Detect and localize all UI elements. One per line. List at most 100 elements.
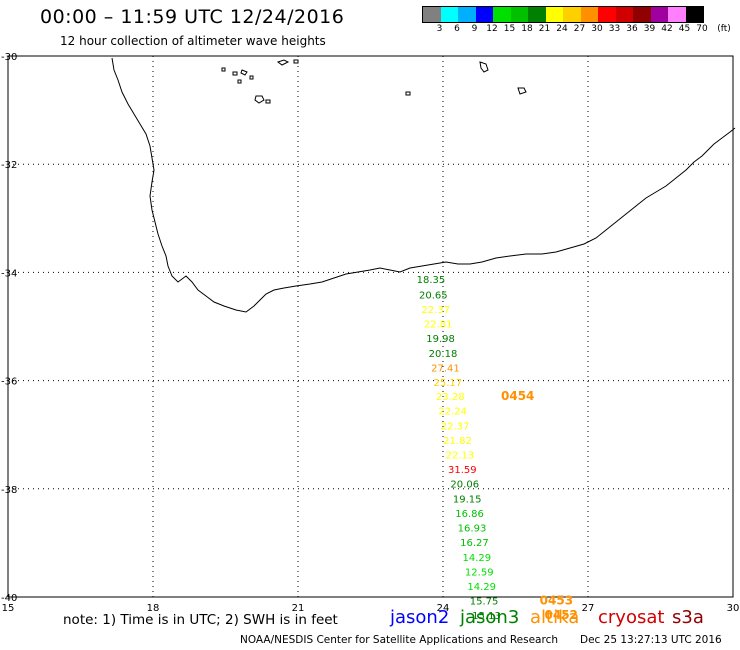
lat-lon-grid [7,55,734,598]
footnote: note: 1) Time is in UTC; 2) SWH is in fe… [63,612,338,628]
island-coastline [237,79,242,84]
satellite-legend-s3a: s3a [672,607,704,628]
legend-swatch [440,7,458,22]
swh-data-label: 22.13 [446,451,475,462]
swh-data-label: 16.27 [460,538,489,549]
swh-data-label: 16.86 [455,509,484,520]
lon-tick-label: 18 [147,603,160,614]
lon-tick-label: 24 [437,603,450,614]
swh-data-label: 12.59 [465,567,494,578]
legend-label: 30 [591,24,603,34]
lat-tick-label: -38 [1,485,17,496]
pass-time-label: 0453 [540,594,573,608]
island-coastline [405,91,411,96]
swh-data-label: 20.65 [419,290,448,301]
satellite-legend-cryosat: cryosat [598,607,665,628]
legend-swatch [563,7,581,22]
lat-tick-label: -36 [1,377,17,388]
island-coastline [265,99,271,104]
swh-data-label: 31.59 [448,465,477,476]
south-africa-coastline [111,57,736,313]
page-title: 00:00 – 11:59 UTC 12/24/2016 [40,6,345,28]
legend-swatch [545,7,563,22]
lon-tick-label: 30 [727,603,740,614]
satellite-legend-altika: altika [530,607,580,628]
legend-label: 6 [454,24,460,34]
lat-tick-label: -34 [1,268,17,279]
legend-swatch [528,7,546,22]
legend-swatch [615,7,633,22]
swh-data-label: 19.15 [453,494,482,505]
swh-data-label: 23.28 [436,392,465,403]
island-coastline [517,87,527,95]
legend-swatch [580,7,598,22]
legend-label: 39 [643,24,656,34]
swh-data-label: 18.35 [417,275,446,286]
pass-time-label: 0454 [501,389,534,403]
satellite-legend-jason3: jason3 [460,607,520,628]
island-coastline [249,75,254,80]
legend-label: 27 [573,24,586,34]
color-legend [422,6,704,23]
swh-data-label: 27.41 [431,363,460,374]
lon-tick-label: 21 [292,603,305,614]
color-legend-labels: 3 6 9 12 15 18 21 24 27 30 33 36 39 42 45 70 (ft) [422,24,740,36]
credit-line: NOAA/NESDIS Center for Satellite Applica… [240,634,558,646]
legend-swatch [685,7,703,22]
island-coastline [276,59,290,66]
lat-tick-label: -30 [1,52,17,63]
legend-label: 9 [471,24,478,34]
swh-data-label: 15.75 [470,597,499,608]
swh-data-label: 22.24 [438,407,467,418]
island-coastline [254,95,265,104]
swh-data-label: 25.17 [434,378,463,389]
legend-label: 42 [661,24,673,34]
swh-data-label: 21.82 [443,436,472,447]
swh-data-label: 22.81 [424,320,453,331]
island-coastline [479,61,489,73]
legend-swatch [598,7,616,22]
swh-data-label: 19.98 [426,334,455,345]
legend-label: 36 [626,24,638,34]
lat-tick-label: -40 [1,593,17,604]
legend-swatch [493,7,511,22]
altimeter-track: 18.35 20.65 22.37 22.81 19.98 20.18 27.41 25.17… [417,275,578,622]
coastline [111,57,736,313]
lon-tick-label: 27 [582,603,595,614]
legend-swatch [633,7,651,22]
island-coastline [293,59,299,64]
legend-label: 33 [608,24,621,34]
legend-swatch [475,7,493,22]
legend-swatch [668,7,686,22]
swh-data-label: 22.37 [441,421,470,432]
swh-data-label: 15.13 [472,611,501,622]
swh-data-label: 20.18 [429,349,458,360]
legend-label: 12 [486,24,498,34]
swh-data-label: 14.29 [467,582,496,593]
legend-label: 15 [503,24,516,34]
legend-swatch [458,7,476,22]
generated-timestamp: Dec 25 13:27:13 UTC 2016 [580,634,722,646]
legend-label: 24 [556,24,568,34]
island-coastline [232,71,238,76]
swh-data-label: 22.37 [421,305,450,316]
island-coastline [221,67,226,72]
page-subtitle: 12 hour collection of altimeter wave hei… [60,34,326,48]
swh-data-label: 20.06 [450,480,479,491]
legend-label: 70 [696,24,708,34]
legend-label: 45 [678,24,691,34]
island-coastline [240,69,248,76]
legend-swatch [510,7,528,22]
swh-data-label: 14.29 [463,553,492,564]
lon-tick-label: 15 [2,603,15,614]
legend-unit: (ft) [717,24,731,34]
satellite-legend-jason2: jason2 [390,607,450,628]
legend-label: 21 [538,24,551,34]
lat-tick-label: -32 [1,160,17,171]
legend-label: 18 [521,24,533,34]
pass-time-label: 0452 [545,608,578,622]
legend-swatch [423,7,441,22]
map-frame [7,55,734,598]
